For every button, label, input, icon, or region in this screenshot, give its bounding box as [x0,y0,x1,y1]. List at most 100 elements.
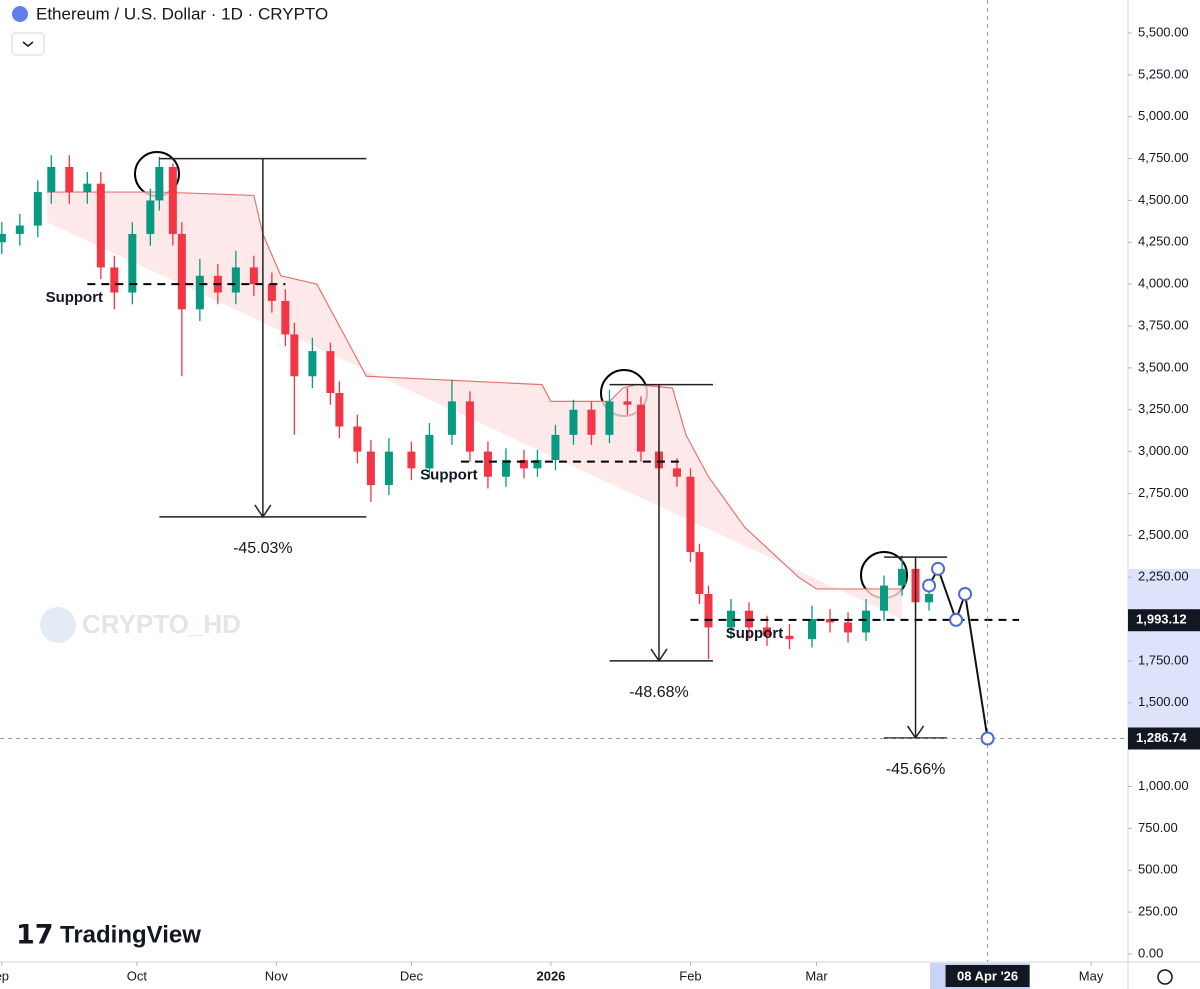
candle-body [533,459,542,469]
candle-body [366,451,375,486]
candle-body [605,401,614,435]
candle-body [384,451,393,486]
candle-body [898,568,907,586]
projection-point [980,731,995,746]
candle-body [308,351,317,377]
candle-body [177,233,186,310]
candle-body [33,192,42,226]
chevron-icon [22,41,34,47]
x-tick-label: Dec [400,968,424,983]
candle-body [501,459,510,477]
collapse-button[interactable] [11,32,45,56]
candle-body [704,593,713,628]
y-tick-label: 5,250.00 [1138,66,1189,81]
candle-body [407,451,416,469]
candle-body [447,401,456,435]
crosshair-date-box [945,965,1030,987]
candle-body [290,334,299,377]
projection-point [931,561,946,576]
y-tick-label: 1,000.00 [1138,778,1189,793]
candle-body [726,610,735,628]
y-tick-label: 250.00 [1138,904,1178,919]
arrow-head [906,725,925,740]
candle-body [110,267,119,293]
candle-body [168,166,177,234]
price-tag-box [1128,609,1200,632]
candle-body [83,183,92,193]
y-tick-label: 4,750.00 [1138,150,1189,165]
candle-body [281,300,290,335]
brand: TradingView [60,921,201,948]
candle-body [353,426,362,452]
x-tick-label: ep [0,968,9,983]
candle-body [695,552,704,594]
arrow-head [254,504,272,519]
candle-body [826,619,835,623]
candle-body [925,593,934,603]
candle-body [785,635,794,640]
support-label: Support [420,467,478,484]
candle-body [249,267,258,285]
candle-body [636,404,645,452]
projection-point [949,612,964,627]
price-tag-box [1128,727,1200,750]
watermark-icon [40,607,76,643]
candle-body [15,225,24,234]
y-tick-label: 1,750.00 [1138,652,1189,667]
measure-label: -45.03% [233,540,293,557]
candle-body [623,401,632,405]
eth-icon [12,6,28,22]
candle-body [96,183,105,268]
projection-point [958,586,973,601]
measure-label: -45.66% [886,761,946,778]
candle-body [483,451,492,477]
candle-body [65,166,74,193]
candle-body [880,585,889,611]
candle-body [326,351,335,394]
x-tick-label: Oct [127,968,148,983]
candle-body [686,476,695,553]
y-tick-label: 5,000.00 [1138,108,1189,123]
band-line [46,191,903,590]
candle-body [569,409,578,435]
y-tick-label: 4,250.00 [1138,234,1189,249]
y-tick-label: 2,750.00 [1138,485,1189,500]
x-tick-label: Mar [805,968,828,983]
y-tick-label: 3,250.00 [1138,401,1189,416]
y-tick-label: 2,250.00 [1138,569,1189,584]
candle-body [587,409,596,435]
x-tick-label: May [1079,968,1104,983]
candle-body [862,610,871,633]
candle-body [335,393,344,427]
candle-body [231,267,240,293]
candle-body [267,284,276,301]
chart-title: Ethereum / U.S. Dollar · 1D · CRYPTO [36,4,328,23]
crosshair-date: 08 Apr '26 [957,968,1018,983]
candle-body [128,233,137,293]
y-tick-label: 2,500.00 [1138,527,1189,542]
candle-body [465,401,474,452]
candle-body [0,233,6,243]
candle-body [146,200,155,234]
y-tick-label: 3,750.00 [1138,317,1189,332]
candle-body [519,459,528,469]
candle-body [844,622,853,633]
y-axis-highlight [1128,568,1200,739]
settings-icon[interactable] [1157,969,1173,985]
y-tick-label: 4,500.00 [1138,192,1189,207]
y-tick-label: 4,000.00 [1138,276,1189,291]
candle-body [425,434,434,469]
support-label: Support [726,625,784,642]
candle-body [47,166,56,193]
price-tag: 1,286.74 [1136,730,1187,745]
x-tick-label: 2026 [536,968,565,983]
support-label: Support [46,289,104,306]
y-tick-label: 0.00 [1138,945,1163,960]
arrow-head [650,648,668,663]
watermark: CRYPTO_HD [82,609,241,639]
x-tick-label: Feb [679,968,701,983]
projection-point [922,578,937,593]
y-tick-label: 1,500.00 [1138,694,1189,709]
y-tick-label: 5,500.00 [1138,24,1189,39]
